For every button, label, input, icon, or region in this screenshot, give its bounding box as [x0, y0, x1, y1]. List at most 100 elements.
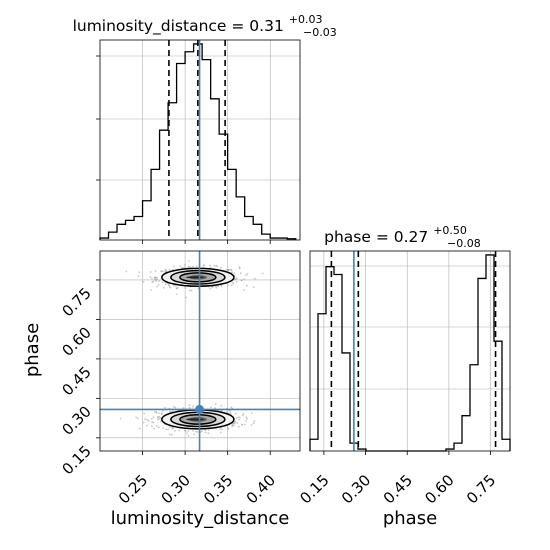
scatter-point [137, 417, 139, 420]
scatter-point [188, 404, 191, 407]
scatter-point [220, 409, 223, 412]
scatter-point [162, 270, 165, 273]
hist-ld-ticks [96, 55, 271, 244]
x-tick-label: 0.35 [200, 471, 236, 507]
scatter-point [154, 270, 157, 272]
scatter-point [187, 430, 190, 432]
scatter-point [161, 410, 164, 412]
scatter-point [227, 284, 230, 286]
scatter-point [250, 412, 253, 414]
scatter-point [192, 405, 194, 408]
x-tick-label: 0.75 [463, 471, 499, 507]
x-tick-label: 0.60 [421, 471, 457, 507]
scatter-point [214, 285, 217, 288]
scatter-point [235, 281, 238, 283]
scatter-point [243, 423, 246, 426]
scatter-point [125, 270, 128, 273]
scatter-point [214, 403, 217, 405]
scatter-point [152, 421, 155, 424]
scatter-point [156, 285, 158, 288]
scatter-point [151, 277, 153, 280]
y-tick-label: 0.15 [58, 442, 94, 478]
scatter-point [150, 289, 153, 291]
x-tick-label: 0.30 [158, 471, 194, 507]
scatter-point [261, 272, 264, 275]
scatter-point [227, 269, 230, 272]
scatter-point [174, 285, 177, 287]
scatter-point [230, 284, 233, 287]
scatter-point [236, 422, 239, 424]
scatter-point [235, 278, 237, 280]
scatter-point [155, 424, 158, 427]
scatter-point [242, 413, 245, 416]
scatter-point [183, 266, 186, 269]
scatter-point [144, 418, 146, 421]
scatter-point [209, 287, 212, 290]
scatter-point [231, 424, 234, 426]
scatter-point [209, 266, 212, 269]
hist-ld-quantile-lines [168, 40, 226, 240]
scatter-point [230, 413, 232, 415]
joint-y-tick-labels: 0.15 0.300.450.60 0.75 [58, 284, 94, 478]
scatter-point [237, 416, 240, 419]
scatter-point [195, 265, 198, 267]
scatter-point [119, 417, 122, 420]
scatter-point [189, 266, 192, 269]
scatter-point [162, 286, 165, 289]
scatter-point [138, 427, 141, 430]
scatter-point [186, 432, 189, 435]
hist-ld-title-base: luminosity_distance = 0.31 [73, 17, 284, 36]
scatter-point [154, 278, 156, 280]
contour-line [179, 413, 217, 425]
scatter-point [250, 424, 253, 426]
scatter-point [243, 289, 246, 291]
hist-ld-title-sub: −0.03 [303, 26, 337, 39]
scatter-point [169, 286, 172, 289]
scatter-point [159, 416, 162, 419]
scatter-point [142, 280, 145, 283]
hist-phase-frame [309, 250, 511, 452]
scatter-point [239, 267, 241, 270]
scatter-point [175, 293, 178, 296]
contour-line [179, 272, 217, 283]
scatter-point [246, 273, 249, 275]
scatter-point [241, 424, 243, 426]
scatter-point [195, 431, 197, 433]
joint-x-tick-labels: 0.25 0.30 0.35 0.40 [115, 471, 279, 507]
scatter-point [179, 265, 182, 267]
scatter-point [138, 271, 141, 274]
y-tick-label: 0.60 [58, 324, 94, 360]
hist-phase-title-sup: +0.50 [433, 224, 467, 237]
scatter-point [164, 406, 167, 409]
scatter-point [246, 418, 248, 420]
scatter-point [219, 428, 221, 430]
x-tick-label: 0.45 [380, 471, 416, 507]
scatter-point [226, 268, 228, 271]
scatter-point [190, 289, 193, 292]
scatter-point [209, 264, 212, 267]
scatter-point [164, 283, 167, 286]
scatter-point [184, 287, 187, 289]
scatter-point [229, 268, 232, 271]
hist-phase-ticks [323, 451, 491, 455]
scatter-point [153, 427, 155, 430]
scatter-point [152, 416, 155, 419]
scatter-point [143, 412, 146, 415]
scatter-point [175, 287, 178, 290]
hist-luminosity-distance-panel: luminosity_distance = 0.31 +0.03 −0.03 [73, 9, 337, 244]
scatter-point [161, 281, 164, 283]
scatter-point [165, 428, 168, 431]
contour-line [161, 267, 235, 288]
scatter-point [235, 417, 238, 419]
scatter-point [207, 429, 210, 431]
scatter-point [155, 280, 157, 282]
scatter-point [149, 271, 152, 273]
hist-ld-frame [99, 39, 301, 241]
scatter-point [183, 429, 186, 432]
hist-ld-title: luminosity_distance = 0.31 +0.03 −0.03 [73, 9, 337, 39]
scatter-point [245, 274, 247, 276]
scatter-point [233, 422, 236, 425]
scatter-point [154, 276, 157, 278]
scatter-point [150, 417, 153, 420]
hist-phase-title-sub: −0.08 [447, 237, 481, 250]
